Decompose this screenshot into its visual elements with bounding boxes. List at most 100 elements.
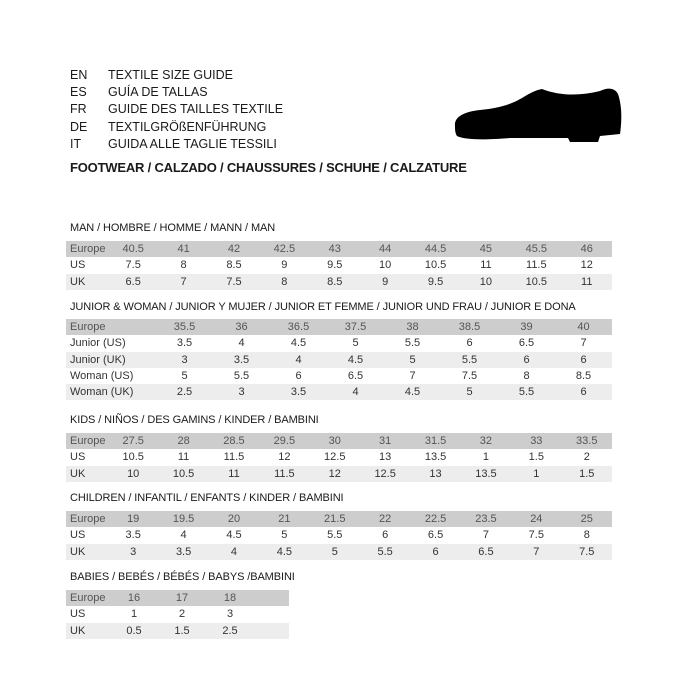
size-cell: 6.5 (108, 273, 159, 290)
size-cell: 3 (156, 351, 213, 368)
row-label: UK (66, 465, 108, 482)
row-label: Junior (US) (70, 337, 126, 350)
size-cell: 28 (158, 433, 209, 450)
size-cell: 7.5 (125, 259, 141, 272)
size-cell: 1 (130, 608, 138, 621)
table-row: Europe 16 17 18 (66, 590, 289, 607)
size-cell: 6 (382, 529, 389, 542)
size-cell: 7 (580, 337, 587, 350)
size-cell: 8.5 (309, 273, 360, 290)
size-cell: 4 (180, 529, 187, 542)
size-cell: 46 (561, 241, 612, 258)
section-title-man: MAN / HOMBRE / HOMME / MANN / MAN (70, 222, 276, 234)
language-row: DE TEXTILGRÖßENFÜHRUNG (70, 119, 283, 136)
size-cell: 29.5 (259, 433, 310, 450)
size-cell: 13 (379, 451, 392, 464)
footwear-title: FOOTWEAR / CALZADO / CHAUSSURES / SCHUHE… (70, 160, 467, 175)
size-cell: 36 (213, 319, 270, 336)
size-cell: 6 (555, 351, 612, 368)
size-cell: 3.5 (270, 384, 327, 401)
table-row: Europe 19 19.5 20 21 21.5 22 22.5 23.5 24 25 (66, 511, 612, 528)
size-cell: 40 (555, 319, 612, 336)
size-cell: 1.5 (528, 451, 544, 464)
size-cell: 11.5 (223, 451, 245, 464)
size-cell: 8 (259, 273, 310, 290)
table-row: Junior (US) 3.5 4 4.5 5 5.5 6 6.5 7 (66, 335, 612, 351)
size-cell: 1 (511, 465, 562, 482)
row-label: Woman (US) (70, 370, 134, 383)
size-cell: 35.5 (156, 319, 213, 336)
size-table-junior-woman: Europe 35.5 36 36.5 37.5 38 38.5 39 40 Junior (US… (66, 319, 612, 401)
size-cell: 5.5 (404, 337, 421, 350)
language-title: GUIDA ALLE TAGLIE TESSILI (108, 136, 277, 151)
size-cell: 10.5 (511, 273, 562, 290)
language-code: FR (70, 102, 87, 117)
size-cell: 3 (226, 608, 234, 621)
size-cell: 3.5 (158, 543, 209, 560)
size-cell: 10.5 (424, 259, 447, 272)
size-cell: 28.5 (208, 433, 260, 450)
size-cell: 12.5 (359, 465, 411, 482)
row-label: UK (66, 543, 108, 560)
size-cell: 43 (309, 241, 360, 258)
size-cell: 11 (208, 465, 260, 482)
size-cell: 21 (259, 511, 310, 528)
size-cell: 4.5 (327, 351, 384, 368)
size-cell: 23.5 (460, 511, 512, 528)
size-cell: 33 (511, 433, 562, 450)
language-row: IT GUIDA ALLE TAGLIE TESSILI (70, 136, 283, 153)
size-cell: 3 (213, 384, 270, 401)
size-cell: 5 (281, 529, 288, 542)
size-table-babies: Europe 16 17 18 US 1 2 3 UK 0.5 1.5 2.5 (66, 590, 289, 639)
size-cell: 6 (295, 370, 302, 383)
size-cell: 11.5 (526, 259, 547, 272)
size-cell: 33.5 (561, 433, 612, 450)
table-row: US 7.5 8 8.5 9 9.5 10 10.5 11 11.5 12 (66, 257, 612, 273)
filler-cell (254, 590, 289, 607)
row-label: Europe (66, 511, 108, 528)
size-cell: 4 (327, 384, 384, 401)
size-cell: 2 (583, 451, 590, 464)
row-label: US (70, 529, 86, 542)
size-cell: 5.5 (359, 543, 411, 560)
size-cell: 4 (208, 543, 260, 560)
size-cell: 18 (206, 590, 254, 607)
table-row: US 3.5 4 4.5 5 5.5 6 6.5 7 7.5 8 (66, 527, 612, 543)
size-cell: 4.5 (384, 384, 441, 401)
size-cell: 1 (482, 451, 489, 464)
table-row: UK 0.5 1.5 2.5 (66, 622, 289, 639)
size-cell: 6.5 (427, 529, 444, 542)
language-list: EN TEXTILE SIZE GUIDE ES GUÍA DE TALLAS FR… (70, 67, 283, 153)
size-cell: 27.5 (108, 433, 159, 450)
table-row: Europe 27.5 28 28.5 29.5 30 31 31.5 32 33 33.5 (66, 433, 612, 450)
table-row: Woman (UK) 2.5 3 3.5 4 4.5 5 5.5 6 (66, 384, 612, 401)
table-row: UK 6.5 7 7.5 8 8.5 9 9.5 10 10.5 11 (66, 273, 612, 290)
table-row: Woman (US) 5 5.5 6 6.5 7 7.5 8 8.5 (66, 368, 612, 384)
size-cell: 9 (281, 259, 288, 272)
size-table-kids: Europe 27.5 28 28.5 29.5 30 31 31.5 32 33 33.5 US 10… (66, 433, 612, 482)
size-cell: 7.5 (561, 543, 612, 560)
language-row: FR GUIDE DES TAILLES TEXTILE (70, 101, 283, 118)
size-cell: 4.5 (259, 543, 310, 560)
size-cell: 31.5 (410, 433, 461, 450)
size-cell: 11 (177, 451, 190, 464)
language-row: ES GUÍA DE TALLAS (70, 84, 283, 101)
size-cell: 4 (238, 337, 245, 350)
row-label: UK (66, 273, 108, 290)
size-cell: 11.5 (259, 465, 310, 482)
table-row: Junior (UK) 3 3.5 4 4.5 5 5.5 6 6 (66, 351, 612, 368)
size-cell: 7 (482, 529, 489, 542)
size-cell: 5.5 (327, 529, 343, 542)
size-cell: 19.5 (158, 511, 209, 528)
size-cell: 36.5 (270, 319, 327, 336)
size-cell: 2 (178, 608, 186, 621)
language-code: EN (70, 68, 88, 82)
size-cell: 9.5 (410, 273, 461, 290)
size-cell: 12 (309, 465, 360, 482)
language-title: TEXTILGRÖßENFÜHRUNG (108, 119, 267, 134)
language-row: EN TEXTILE SIZE GUIDE (70, 67, 283, 84)
size-cell: 31 (359, 433, 411, 450)
size-cell: 11 (480, 259, 492, 272)
size-cell: 22.5 (410, 511, 461, 528)
row-label: Woman (UK) (66, 384, 156, 401)
